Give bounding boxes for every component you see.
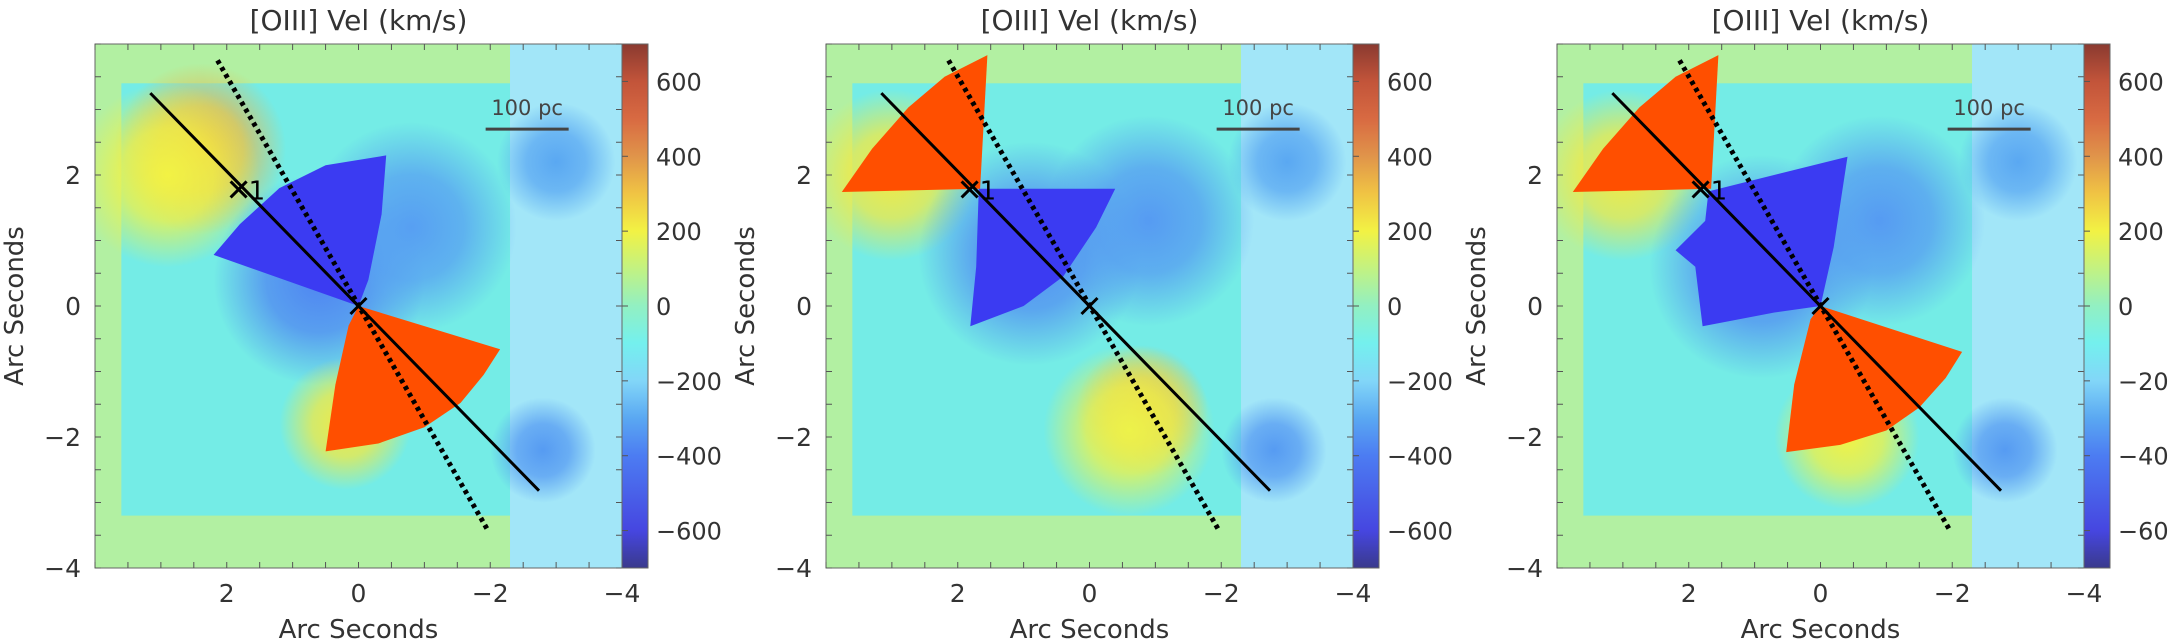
x-axis-label: Arc Seconds bbox=[1741, 615, 1901, 643]
y-tick-label: 0 bbox=[65, 292, 81, 321]
x-axis-label: Arc Seconds bbox=[279, 615, 439, 643]
colorbar-tick-label: −200 bbox=[1387, 368, 1453, 396]
y-tick-label: −2 bbox=[775, 423, 812, 452]
colorbar-tick-label: 0 bbox=[1387, 293, 1402, 321]
x-marker-icon bbox=[229, 180, 248, 199]
colorbar-tick-label: 200 bbox=[656, 218, 702, 246]
colorbar-tick-label: 200 bbox=[2118, 218, 2164, 246]
x-marker-icon bbox=[349, 296, 368, 316]
redshifted-cone bbox=[841, 55, 988, 192]
y-tick-label: −4 bbox=[44, 554, 81, 583]
marker-label: 1 bbox=[249, 176, 266, 206]
colorbar-tick-label: 600 bbox=[1387, 68, 1433, 96]
velocity-blob bbox=[496, 102, 616, 222]
y-tick-label: −2 bbox=[1506, 423, 1543, 452]
x-tick-label: 2 bbox=[219, 579, 235, 608]
x-marker-icon bbox=[1080, 296, 1099, 316]
colorbar-tick-label: 400 bbox=[656, 143, 702, 171]
dotted-axis-line bbox=[1677, 59, 1952, 530]
y-axis-label: Arc Seconds bbox=[731, 226, 761, 386]
colorbar-tick-label: 600 bbox=[656, 68, 702, 96]
x-tick-label: −4 bbox=[2066, 579, 2103, 608]
x-marker-icon bbox=[960, 180, 979, 199]
dotted-axis-line bbox=[215, 59, 490, 530]
velocity-map: 1 100 pc bbox=[1557, 44, 2084, 568]
y-tick-label: 2 bbox=[796, 161, 812, 190]
velocity-map: 1 100 pc bbox=[826, 44, 1353, 568]
colorbar-tick-label: 0 bbox=[656, 293, 671, 321]
velocity-blob bbox=[1221, 397, 1327, 503]
colorbar-tick-label: 200 bbox=[1387, 218, 1433, 246]
scale-bar-label: 100 pc bbox=[491, 96, 563, 120]
colorbar-tick-label: 400 bbox=[1387, 143, 1433, 171]
panel-3: 1 100 pc 2 0 −2 −4 −4 −2 0 2 [OIII] Vel (km/s) Arc … bbox=[1462, 4, 2170, 643]
velocity-map: 1 100 pc bbox=[95, 44, 622, 568]
solid-axis-line bbox=[149, 92, 541, 492]
x-axis-label: Arc Seconds bbox=[1010, 615, 1170, 643]
colorbar-tick-label: 400 bbox=[2118, 143, 2164, 171]
x-marker-icon bbox=[1811, 296, 1830, 316]
solid-axis-line bbox=[880, 92, 1272, 492]
blueshifted-cone bbox=[213, 155, 387, 306]
scale-bar-label: 100 pc bbox=[1222, 96, 1294, 120]
y-tick-label: 0 bbox=[796, 292, 812, 321]
redshifted-cone bbox=[325, 306, 501, 452]
marker-label: 1 bbox=[980, 176, 997, 206]
velocity-blob bbox=[490, 397, 596, 503]
y-tick-label: −2 bbox=[44, 423, 81, 452]
chart-title: [OIII] Vel (km/s) bbox=[981, 4, 1199, 37]
panel-1: 1 100 pc 2 0 −2 −4 −4 −2 0 2 [OIII] Vel (km/s) Arc … bbox=[0, 4, 722, 643]
x-tick-label: −2 bbox=[1203, 579, 1240, 608]
chart-title: [OIII] Vel (km/s) bbox=[1712, 4, 1930, 37]
x-marker-icon bbox=[1691, 180, 1710, 199]
blueshifted-cone bbox=[1675, 156, 1848, 327]
colorbar-tick-label: −600 bbox=[656, 518, 722, 546]
velocity-blob bbox=[1227, 102, 1347, 222]
colorbar-tick-label: −200 bbox=[2118, 368, 2170, 396]
y-tick-label: 0 bbox=[1527, 292, 1543, 321]
redshifted-cone bbox=[1572, 55, 1719, 192]
scale-bar-label: 100 pc bbox=[1953, 96, 2025, 120]
colorbar-tick-label: −600 bbox=[2118, 518, 2170, 546]
velocity-blob bbox=[1043, 344, 1215, 517]
velocity-blob bbox=[1958, 102, 2078, 222]
y-axis-label: Arc Seconds bbox=[1462, 226, 1492, 386]
chart-title: [OIII] Vel (km/s) bbox=[250, 4, 468, 37]
x-tick-label: 0 bbox=[351, 579, 367, 608]
x-tick-label: 2 bbox=[950, 579, 966, 608]
y-tick-label: −4 bbox=[1506, 554, 1543, 583]
solid-axis-line bbox=[1611, 92, 2003, 492]
colorbar-tick-label: −200 bbox=[656, 368, 722, 396]
velocity-blob bbox=[1952, 397, 2058, 503]
y-tick-label: 2 bbox=[1527, 161, 1543, 190]
colorbar-tick-label: −600 bbox=[1387, 518, 1453, 546]
panel-2: 1 100 pc 2 0 −2 −4 −4 −2 0 2 [OIII] Vel (km/s) Arc … bbox=[731, 4, 1453, 643]
x-tick-label: −2 bbox=[472, 579, 509, 608]
dotted-axis-line bbox=[946, 59, 1221, 530]
y-tick-label: −4 bbox=[775, 554, 812, 583]
colorbar-tick-label: −400 bbox=[1387, 443, 1453, 471]
x-tick-label: 0 bbox=[1813, 579, 1829, 608]
colorbar-tick-label: 0 bbox=[2118, 293, 2133, 321]
velocity-blob bbox=[95, 82, 260, 268]
colorbar-tick-label: 600 bbox=[2118, 68, 2164, 96]
x-tick-label: 0 bbox=[1082, 579, 1098, 608]
x-tick-label: −4 bbox=[604, 579, 641, 608]
x-tick-label: 2 bbox=[1681, 579, 1697, 608]
x-tick-label: −2 bbox=[1934, 579, 1971, 608]
redshifted-cone bbox=[1786, 306, 1963, 453]
y-axis-label: Arc Seconds bbox=[0, 226, 30, 386]
colorbar-tick-label: −400 bbox=[656, 443, 722, 471]
x-tick-label: −4 bbox=[1335, 579, 1372, 608]
colorbar-tick-label: −400 bbox=[2118, 443, 2170, 471]
y-tick-label: 2 bbox=[65, 161, 81, 190]
velocity-blob bbox=[1043, 115, 1255, 327]
marker-label: 1 bbox=[1711, 176, 1728, 206]
